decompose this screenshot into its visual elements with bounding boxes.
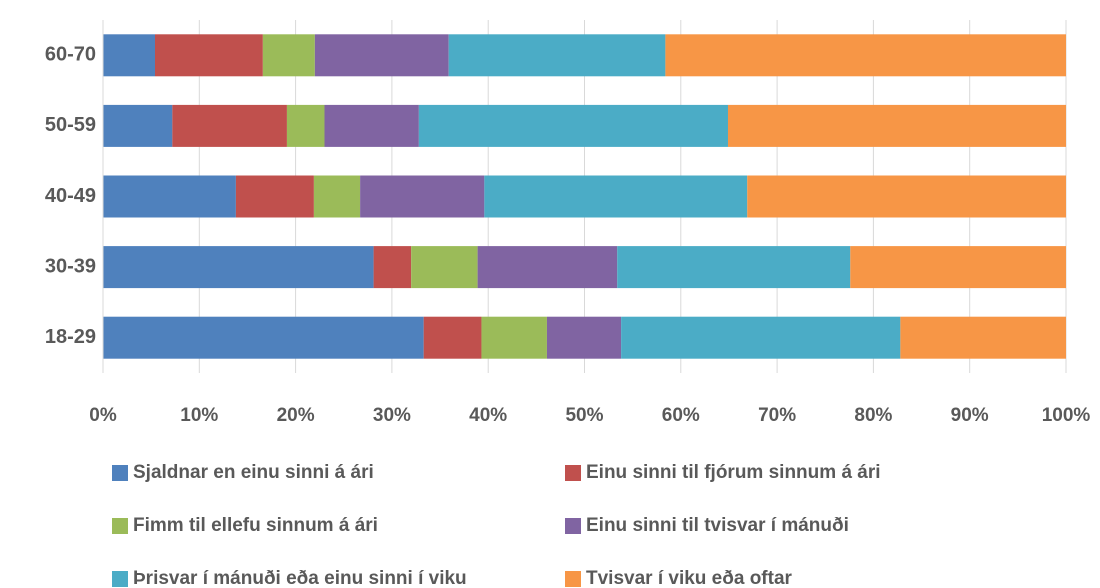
bar-segment	[617, 246, 851, 289]
x-tick-label: 10%	[180, 405, 218, 426]
bar-segment	[324, 104, 419, 147]
legend-swatch	[112, 518, 128, 534]
x-tick-label: 90%	[951, 405, 989, 426]
bar-segment	[314, 34, 449, 77]
bar-segment	[481, 316, 547, 359]
bar-segment	[423, 316, 482, 359]
legend-swatch	[565, 571, 581, 587]
bar-segment	[103, 175, 236, 218]
legend-swatch	[112, 571, 128, 587]
bar-segment	[665, 34, 1066, 77]
legend-label: Þrisvar í mánuði eða einu sinni í viku	[133, 568, 467, 588]
bar-segment	[103, 34, 156, 77]
x-tick-label: 100%	[1042, 405, 1091, 426]
legend-label: Einu sinni til fjórum sinnum á ári	[586, 462, 881, 483]
x-tick-label: 0%	[89, 405, 117, 426]
bar-segment	[262, 34, 315, 77]
y-tick-label: 60-70	[45, 44, 96, 66]
legend-swatch	[112, 465, 128, 481]
bar-segment	[484, 175, 748, 218]
bar-segment	[103, 246, 374, 289]
bar-segment	[235, 175, 314, 218]
bar-segment	[418, 104, 728, 147]
bar-segment	[155, 34, 263, 77]
legend-label: Einu sinni til tvisvar í mánuði	[586, 515, 849, 536]
bar-segment	[313, 175, 361, 218]
bar-segment	[621, 316, 901, 359]
bar-segment	[172, 104, 287, 147]
x-tick-label: 60%	[662, 405, 700, 426]
x-tick-label: 20%	[277, 405, 315, 426]
bar-segment	[727, 104, 1066, 147]
legend-swatch	[565, 465, 581, 481]
bar-segment	[900, 316, 1066, 359]
bar-segment	[411, 246, 478, 289]
legend-label: Fimm til ellefu sinnum á ári	[133, 515, 378, 536]
x-tick-label: 30%	[373, 405, 411, 426]
x-tick-label: 70%	[758, 405, 796, 426]
x-tick-label: 80%	[854, 405, 892, 426]
legend-label: Sjaldnar en einu sinni á ári	[133, 462, 374, 483]
bar-segment	[747, 175, 1066, 218]
y-tick-label: 18-29	[45, 326, 96, 348]
legend-label: Tvisvar í viku eða oftar	[586, 568, 793, 588]
y-tick-label: 30-39	[45, 255, 96, 277]
bar-segment	[286, 104, 325, 147]
bar-segment	[103, 316, 424, 359]
bar-segment	[448, 34, 666, 77]
bar-segment	[546, 316, 622, 359]
bar-segment	[360, 175, 485, 218]
bar-segment	[373, 246, 412, 289]
bar-segment	[477, 246, 618, 289]
y-tick-label: 50-59	[45, 114, 96, 136]
bar-segment	[103, 104, 173, 147]
x-tick-label: 40%	[469, 405, 507, 426]
x-tick-label: 50%	[565, 405, 603, 426]
bar-segment	[850, 246, 1066, 289]
legend-swatch	[565, 518, 581, 534]
y-tick-label: 40-49	[45, 185, 96, 207]
